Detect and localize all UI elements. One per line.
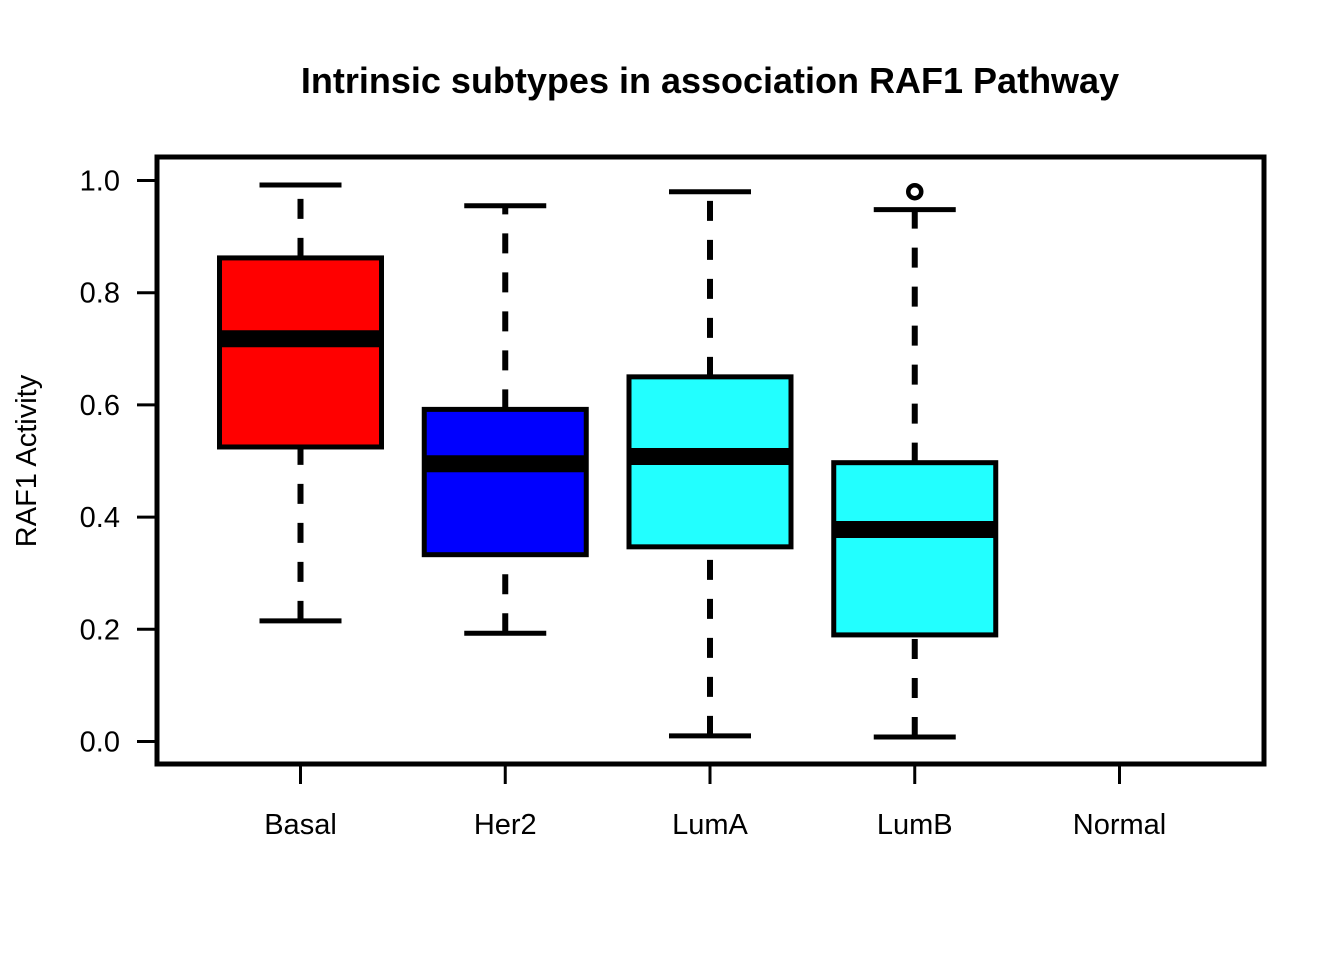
chart-title: Intrinsic subtypes in association RAF1 P… [301,60,1119,101]
y-tick-label: 1.0 [80,166,120,198]
y-tick-label: 0.0 [80,727,120,759]
y-tick-label: 0.6 [80,390,120,422]
y-tick-label: 0.2 [80,614,120,646]
box-basal [217,182,384,624]
box-lumb [831,182,999,740]
box-body [421,406,589,558]
y-tick-label: 0.8 [80,278,120,310]
x-tick-label: Her2 [474,809,537,841]
box-body [831,460,999,638]
x-tick-label: LumB [877,809,953,841]
box-body [217,255,384,450]
y-axis-label: RAF1 Activity [11,374,43,547]
plot-area: 0.0 0.2 0.4 0.6 0.8 1.0 Basal Her2 LumA LumB Norma… [80,154,1267,841]
x-tick-label: Normal [1073,809,1166,841]
y-tick-label: 0.4 [80,502,120,534]
box-luma [626,189,794,739]
box-her2 [421,203,589,636]
x-tick-label: Basal [264,809,337,841]
x-tick-label: LumA [672,809,748,841]
outlier-point [906,182,924,201]
plot-frame [154,154,1267,767]
